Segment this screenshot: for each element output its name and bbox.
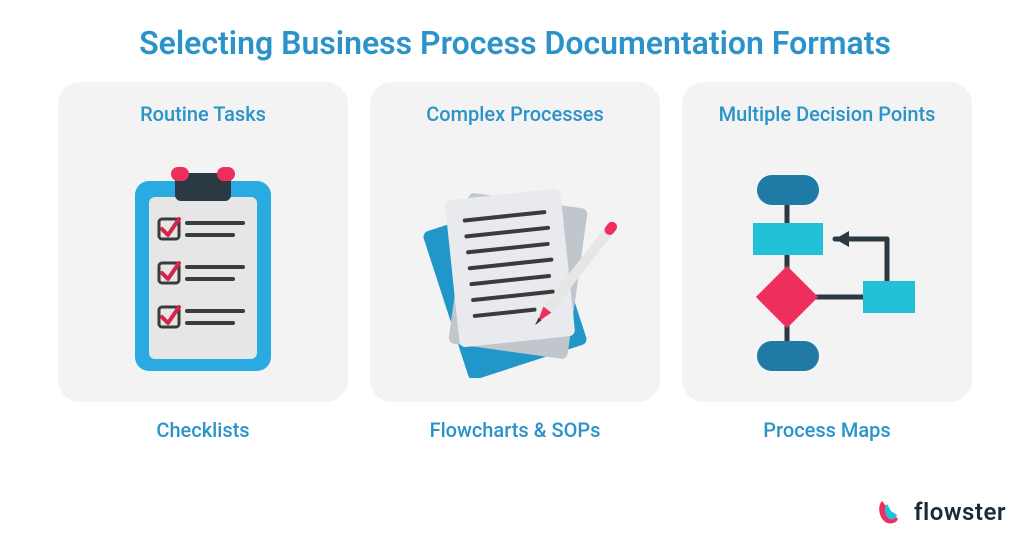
- card-bottom-label: Process Maps: [763, 418, 890, 442]
- card-box: Complex Processes: [370, 82, 660, 402]
- card-routine-tasks: Routine Tasks: [58, 82, 348, 442]
- card-multiple-decision-points: Multiple Decision Points: [682, 82, 972, 442]
- flowchart-icon: [682, 144, 972, 402]
- papers-icon: [370, 144, 660, 402]
- page-title: Selecting Business Process Documentation…: [0, 0, 1030, 82]
- brand-logo-text: flowster: [914, 498, 1006, 526]
- card-bottom-label: Checklists: [156, 418, 249, 442]
- clipboard-icon: [58, 144, 348, 402]
- card-box: Routine Tasks: [58, 82, 348, 402]
- card-top-label: Multiple Decision Points: [719, 102, 936, 126]
- card-row: Routine Tasks: [0, 82, 1030, 442]
- card-box: Multiple Decision Points: [682, 82, 972, 402]
- flowster-mark-icon: [876, 497, 906, 527]
- card-complex-processes: Complex Processes: [370, 82, 660, 442]
- card-bottom-label: Flowcharts & SOPs: [430, 418, 601, 442]
- card-top-label: Routine Tasks: [140, 102, 266, 126]
- card-top-label: Complex Processes: [426, 102, 604, 126]
- brand-logo: flowster: [876, 497, 1006, 527]
